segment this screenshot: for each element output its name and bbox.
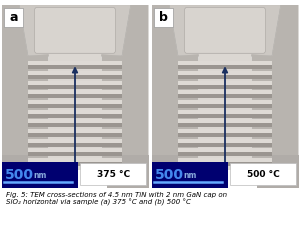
- Bar: [178, 94, 272, 98]
- Bar: [28, 61, 122, 65]
- Polygon shape: [49, 54, 101, 170]
- Bar: [28, 65, 122, 69]
- Polygon shape: [251, 5, 298, 188]
- Bar: [28, 148, 122, 152]
- Bar: [178, 85, 272, 89]
- FancyBboxPatch shape: [80, 163, 146, 185]
- Bar: [28, 152, 122, 156]
- Bar: [178, 143, 272, 147]
- Bar: [28, 119, 122, 123]
- Polygon shape: [152, 5, 199, 188]
- Bar: [178, 100, 272, 104]
- Text: a: a: [9, 11, 17, 24]
- Text: 500: 500: [4, 168, 33, 182]
- Polygon shape: [2, 5, 49, 188]
- Bar: [28, 75, 122, 79]
- Bar: [28, 100, 122, 104]
- FancyBboxPatch shape: [154, 8, 172, 27]
- Bar: [178, 110, 272, 114]
- Bar: [28, 110, 122, 114]
- Bar: [178, 65, 272, 69]
- Bar: [178, 158, 272, 162]
- Polygon shape: [19, 5, 131, 56]
- Bar: [178, 139, 272, 143]
- Bar: [28, 133, 122, 137]
- Polygon shape: [107, 155, 148, 188]
- Bar: [178, 104, 272, 108]
- Bar: [2, 162, 78, 188]
- Bar: [178, 61, 272, 65]
- Polygon shape: [199, 54, 251, 170]
- FancyBboxPatch shape: [4, 8, 22, 27]
- Text: 500: 500: [154, 168, 183, 182]
- Text: 375 °C: 375 °C: [97, 170, 130, 179]
- Polygon shape: [169, 5, 281, 56]
- FancyBboxPatch shape: [230, 163, 296, 185]
- Text: b: b: [159, 11, 168, 24]
- Polygon shape: [257, 155, 298, 188]
- Bar: [28, 162, 122, 166]
- Bar: [28, 139, 122, 143]
- Polygon shape: [2, 155, 43, 188]
- Bar: [178, 148, 272, 152]
- Text: nm: nm: [34, 171, 47, 180]
- Bar: [178, 152, 272, 156]
- Bar: [28, 71, 122, 75]
- Bar: [28, 129, 122, 133]
- Polygon shape: [101, 5, 148, 188]
- Bar: [178, 119, 272, 123]
- Bar: [28, 114, 122, 118]
- Bar: [178, 75, 272, 79]
- Bar: [28, 143, 122, 147]
- FancyBboxPatch shape: [184, 8, 266, 53]
- Text: Fig. 5: TEM cross-sections of 4.5 nm TiN with 2 nm GaN cap on
SiO₂ horizontal vi: Fig. 5: TEM cross-sections of 4.5 nm TiN…: [6, 192, 227, 206]
- Bar: [28, 90, 122, 94]
- Bar: [28, 123, 122, 127]
- Bar: [178, 162, 272, 166]
- Bar: [28, 81, 122, 85]
- FancyBboxPatch shape: [34, 8, 116, 53]
- Bar: [28, 85, 122, 89]
- Bar: [178, 133, 272, 137]
- Bar: [28, 158, 122, 162]
- Text: nm: nm: [184, 171, 197, 180]
- Bar: [178, 114, 272, 118]
- Text: 500 °C: 500 °C: [247, 170, 280, 179]
- Bar: [178, 129, 272, 133]
- Bar: [152, 162, 228, 188]
- Bar: [28, 94, 122, 98]
- Bar: [178, 90, 272, 94]
- Bar: [178, 81, 272, 85]
- Polygon shape: [152, 155, 193, 188]
- Bar: [178, 123, 272, 127]
- Bar: [28, 104, 122, 108]
- Bar: [178, 71, 272, 75]
